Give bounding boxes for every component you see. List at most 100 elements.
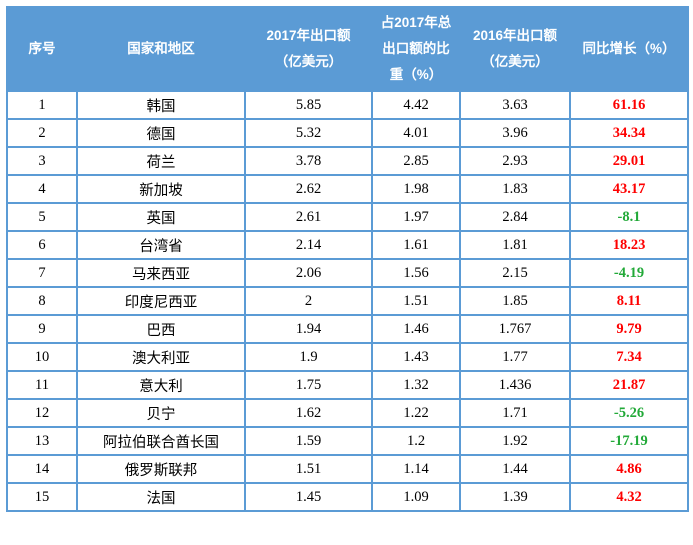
export-2017-cell: 1.9 <box>244 342 373 372</box>
export-2016-cell: 1.71 <box>459 398 571 428</box>
header-index: 序号 <box>6 6 78 92</box>
export-2017-cell: 2.62 <box>244 174 373 204</box>
country-cell: 荷兰 <box>76 146 246 176</box>
table-row: 10 澳大利亚 1.9 1.43 1.77 7.34 <box>6 342 689 372</box>
export-2017-cell: 5.32 <box>244 118 373 148</box>
growth-cell: 8.11 <box>569 286 689 316</box>
growth-cell: 43.17 <box>569 174 689 204</box>
table-header: 序号 国家和地区 2017年出口额 （亿美元） 占2017年总 出口额的比 重（… <box>6 6 689 92</box>
country-cell: 俄罗斯联邦 <box>76 454 246 484</box>
header-row: 序号 国家和地区 2017年出口额 （亿美元） 占2017年总 出口额的比 重（… <box>6 6 689 92</box>
export-2017-cell: 2.06 <box>244 258 373 288</box>
header-country: 国家和地区 <box>76 6 246 92</box>
country-cell: 贝宁 <box>76 398 246 428</box>
export-2017-cell: 1.45 <box>244 482 373 512</box>
table-row: 8 印度尼西亚 2 1.51 1.85 8.11 <box>6 286 689 316</box>
share-2017-cell: 1.09 <box>371 482 461 512</box>
table-row: 7 马来西亚 2.06 1.56 2.15 -4.19 <box>6 258 689 288</box>
table-row: 11 意大利 1.75 1.32 1.436 21.87 <box>6 370 689 400</box>
growth-cell: 9.79 <box>569 314 689 344</box>
growth-cell: -5.26 <box>569 398 689 428</box>
export-2017-cell: 1.59 <box>244 426 373 456</box>
table-row: 2 德国 5.32 4.01 3.96 34.34 <box>6 118 689 148</box>
export-2017-cell: 1.62 <box>244 398 373 428</box>
row-index-cell: 12 <box>6 398 78 428</box>
growth-cell: -4.19 <box>569 258 689 288</box>
export-2017-cell: 2.14 <box>244 230 373 260</box>
export-2016-cell: 1.81 <box>459 230 571 260</box>
country-cell: 马来西亚 <box>76 258 246 288</box>
country-cell: 巴西 <box>76 314 246 344</box>
export-2017-cell: 2 <box>244 286 373 316</box>
country-cell: 台湾省 <box>76 230 246 260</box>
country-cell: 澳大利亚 <box>76 342 246 372</box>
export-2017-cell: 1.51 <box>244 454 373 484</box>
table-row: 4 新加坡 2.62 1.98 1.83 43.17 <box>6 174 689 204</box>
table-row: 13 阿拉伯联合酋长国 1.59 1.2 1.92 -17.19 <box>6 426 689 456</box>
country-cell: 德国 <box>76 118 246 148</box>
growth-cell: 34.34 <box>569 118 689 148</box>
table-row: 6 台湾省 2.14 1.61 1.81 18.23 <box>6 230 689 260</box>
page-container: 序号 国家和地区 2017年出口额 （亿美元） 占2017年总 出口额的比 重（… <box>6 6 689 512</box>
table-row: 9 巴西 1.94 1.46 1.767 9.79 <box>6 314 689 344</box>
growth-cell: 21.87 <box>569 370 689 400</box>
export-2016-cell: 3.63 <box>459 90 571 120</box>
share-2017-cell: 1.61 <box>371 230 461 260</box>
share-2017-cell: 1.2 <box>371 426 461 456</box>
export-2016-cell: 1.85 <box>459 286 571 316</box>
row-index-cell: 11 <box>6 370 78 400</box>
export-2016-cell: 2.84 <box>459 202 571 232</box>
table-row: 14 俄罗斯联邦 1.51 1.14 1.44 4.86 <box>6 454 689 484</box>
share-2017-cell: 1.51 <box>371 286 461 316</box>
export-2016-cell: 3.96 <box>459 118 571 148</box>
row-index-cell: 3 <box>6 146 78 176</box>
growth-cell: 29.01 <box>569 146 689 176</box>
export-2016-cell: 1.436 <box>459 370 571 400</box>
header-export-2017: 2017年出口额 （亿美元） <box>244 6 373 92</box>
row-index-cell: 5 <box>6 202 78 232</box>
row-index-cell: 14 <box>6 454 78 484</box>
share-2017-cell: 4.01 <box>371 118 461 148</box>
country-cell: 阿拉伯联合酋长国 <box>76 426 246 456</box>
table-body: 1 韩国 5.85 4.42 3.63 61.16 2 德国 5.32 4.01 3.96 34.34… <box>6 90 689 512</box>
growth-cell: 7.34 <box>569 342 689 372</box>
share-2017-cell: 1.14 <box>371 454 461 484</box>
export-2016-cell: 1.44 <box>459 454 571 484</box>
row-index-cell: 2 <box>6 118 78 148</box>
country-cell: 韩国 <box>76 90 246 120</box>
header-yoy-growth: 同比增长（%） <box>569 6 689 92</box>
table-row: 5 英国 2.61 1.97 2.84 -8.1 <box>6 202 689 232</box>
share-2017-cell: 1.97 <box>371 202 461 232</box>
country-cell: 印度尼西亚 <box>76 286 246 316</box>
export-2016-cell: 2.15 <box>459 258 571 288</box>
export-2016-cell: 1.767 <box>459 314 571 344</box>
row-index-cell: 1 <box>6 90 78 120</box>
header-export-2016: 2016年出口额 （亿美元） <box>459 6 571 92</box>
export-2016-cell: 1.92 <box>459 426 571 456</box>
export-2016-cell: 1.39 <box>459 482 571 512</box>
share-2017-cell: 1.43 <box>371 342 461 372</box>
table-row: 12 贝宁 1.62 1.22 1.71 -5.26 <box>6 398 689 428</box>
growth-cell: 61.16 <box>569 90 689 120</box>
export-data-table: 序号 国家和地区 2017年出口额 （亿美元） 占2017年总 出口额的比 重（… <box>6 6 689 512</box>
growth-cell: -8.1 <box>569 202 689 232</box>
export-2017-cell: 5.85 <box>244 90 373 120</box>
header-share-2017: 占2017年总 出口额的比 重（%） <box>371 6 461 92</box>
country-cell: 英国 <box>76 202 246 232</box>
row-index-cell: 9 <box>6 314 78 344</box>
country-cell: 法国 <box>76 482 246 512</box>
export-2017-cell: 1.75 <box>244 370 373 400</box>
row-index-cell: 7 <box>6 258 78 288</box>
export-2016-cell: 1.83 <box>459 174 571 204</box>
country-cell: 意大利 <box>76 370 246 400</box>
export-2016-cell: 2.93 <box>459 146 571 176</box>
export-2017-cell: 2.61 <box>244 202 373 232</box>
growth-cell: 4.32 <box>569 482 689 512</box>
row-index-cell: 6 <box>6 230 78 260</box>
row-index-cell: 13 <box>6 426 78 456</box>
share-2017-cell: 1.98 <box>371 174 461 204</box>
share-2017-cell: 1.32 <box>371 370 461 400</box>
growth-cell: -17.19 <box>569 426 689 456</box>
export-2017-cell: 1.94 <box>244 314 373 344</box>
table-row: 15 法国 1.45 1.09 1.39 4.32 <box>6 482 689 512</box>
